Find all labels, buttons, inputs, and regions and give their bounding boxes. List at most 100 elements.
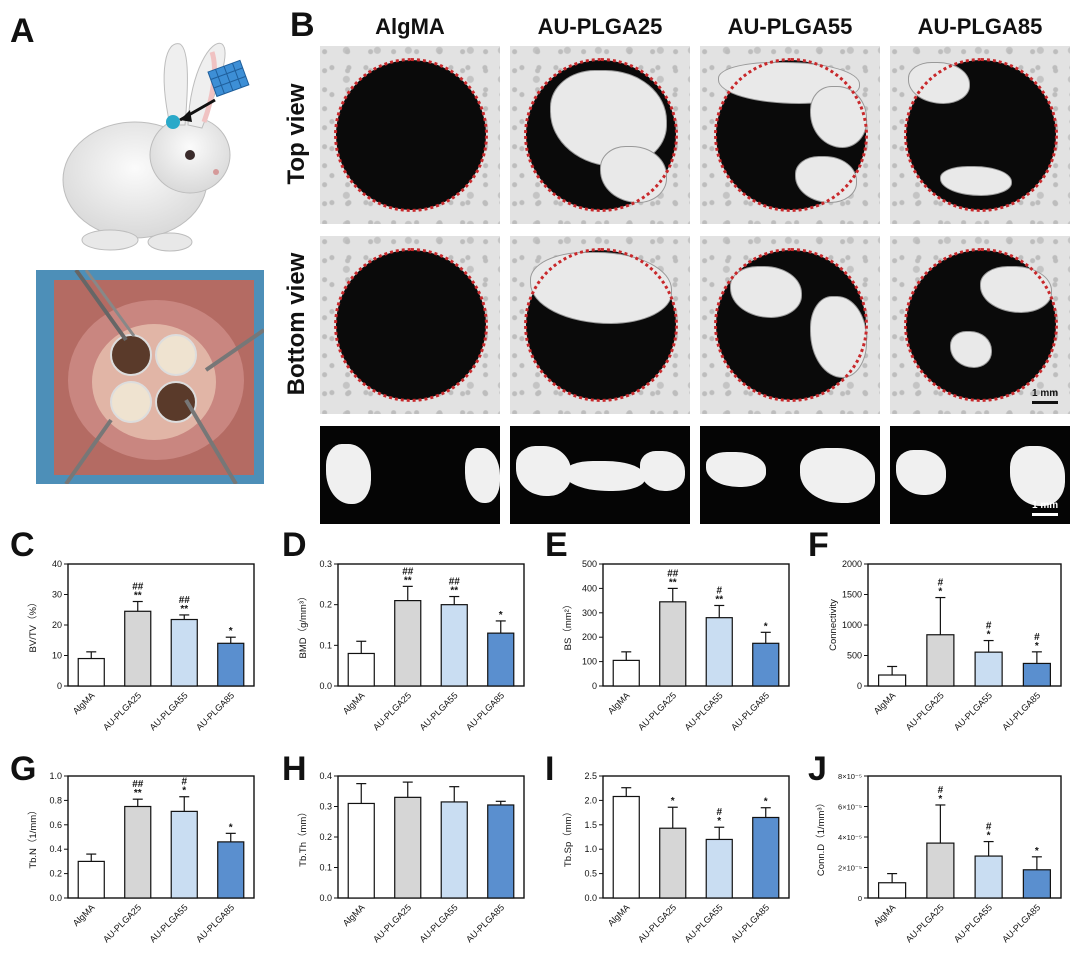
y-tick-label: 0.2 bbox=[319, 600, 332, 610]
x-tick-label: AU-PLGA25 bbox=[636, 690, 678, 732]
bar-group: * AU-PLGA85 bbox=[194, 822, 245, 944]
significance-mark: ## bbox=[449, 577, 461, 588]
scale-bar-label: 1 mm bbox=[1032, 388, 1059, 399]
y-tick-label: 10 bbox=[52, 651, 62, 661]
significance-mark: * bbox=[764, 621, 768, 632]
significance-mark: * bbox=[182, 786, 186, 797]
bar-group: AlgMA bbox=[872, 665, 907, 716]
bar bbox=[705, 617, 733, 687]
bar-group: AU-PLGA55 bbox=[418, 786, 468, 944]
significance-mark: ** bbox=[134, 591, 142, 602]
defect-outline bbox=[524, 58, 678, 212]
bar bbox=[878, 882, 907, 899]
x-tick-label: AU-PLGA55 bbox=[952, 690, 994, 732]
panel-letter-c: C bbox=[10, 526, 35, 564]
rabbit-illustration bbox=[62, 42, 250, 252]
panel-letter-b: B bbox=[290, 6, 315, 44]
defect-outline bbox=[334, 248, 488, 402]
row-header-top-view: Top view bbox=[283, 83, 310, 185]
scale-bar-line bbox=[1032, 513, 1059, 516]
x-tick-label: AlgMA bbox=[872, 902, 898, 928]
significance-mark: # bbox=[1034, 632, 1040, 643]
y-tick-label: 0.6 bbox=[49, 820, 62, 830]
bar bbox=[487, 632, 515, 687]
y-tick-label: 0 bbox=[857, 681, 862, 691]
x-tick-label: AU-PLGA85 bbox=[194, 690, 236, 732]
x-tick-label: AU-PLGA55 bbox=[683, 902, 725, 944]
scale-bar-line bbox=[1032, 401, 1059, 404]
significance-mark: * bbox=[717, 816, 721, 827]
x-tick-label: AU-PLGA85 bbox=[729, 690, 771, 732]
section-au-plga25 bbox=[510, 426, 690, 524]
column-header-algma: AlgMA bbox=[375, 14, 445, 39]
bar bbox=[974, 855, 1003, 899]
scan-top-au-plga25 bbox=[510, 46, 690, 224]
y-tick-label: 2.5 bbox=[584, 771, 597, 781]
significance-mark: # bbox=[986, 621, 992, 632]
section-algma bbox=[320, 426, 500, 524]
axes-h: 0.0 0.1 0.2 0.3 0.4 Tb.Th（mm） bbox=[297, 771, 525, 903]
y-tick-label: 0.3 bbox=[319, 559, 332, 569]
y-tick-label: 300 bbox=[582, 608, 597, 618]
x-tick-label: AU-PLGA55 bbox=[952, 902, 994, 944]
scan-bottom-au-plga85: 1 mm bbox=[890, 236, 1070, 414]
x-tick-label: AlgMA bbox=[71, 902, 97, 928]
y-tick-label: 0.2 bbox=[49, 869, 62, 879]
bone-fragment bbox=[640, 451, 685, 491]
panel-letter-j: J bbox=[808, 750, 827, 788]
bar-group: **## AU-PLGA25 bbox=[636, 568, 687, 732]
axes-c: 0 10 20 30 40 BV/TV（%） bbox=[27, 559, 255, 691]
chart-g: 0.00.20.40.60.81.0Tb.N（1/mm）AlgMA**##AU-… bbox=[27, 771, 255, 944]
column-header-au-plga85: AU-PLGA85 bbox=[917, 14, 1043, 39]
plot-frame bbox=[337, 563, 525, 687]
x-tick-label: AU-PLGA55 bbox=[418, 690, 460, 732]
bar bbox=[1022, 869, 1051, 899]
y-tick-label: 1.0 bbox=[49, 771, 62, 781]
bar bbox=[612, 795, 640, 899]
bar-group: AlgMA bbox=[606, 651, 640, 716]
chart-f: 0500100015002000ConnectivityAlgMA*#AU-PL… bbox=[828, 559, 1062, 732]
y-tick-label: 0.0 bbox=[319, 681, 332, 691]
y-tick-label: 200 bbox=[582, 632, 597, 642]
scan-bottom-au-plga25 bbox=[510, 236, 690, 414]
y-tick-label: 0.4 bbox=[49, 844, 62, 854]
bar-group: *# AU-PLGA55 bbox=[952, 621, 1003, 732]
bar-group: * AU-PLGA25 bbox=[636, 796, 687, 944]
y-tick-label: 1000 bbox=[842, 620, 862, 630]
significance-mark: ** bbox=[134, 788, 142, 799]
x-tick-label: AU-PLGA25 bbox=[101, 902, 143, 944]
y-axis-label: BS（mm²） bbox=[562, 600, 574, 651]
y-tick-label: 0.8 bbox=[49, 795, 62, 805]
panel-letter-a: A bbox=[10, 12, 35, 50]
bar bbox=[1022, 662, 1051, 687]
surgical-photo bbox=[36, 270, 264, 484]
scale-bar-label: 1 mm bbox=[1032, 500, 1059, 511]
chart-d: 0.00.10.20.3BMD（g/mm³）AlgMA**##AU-PLGA25… bbox=[297, 559, 525, 732]
y-tick-label: 0.1 bbox=[319, 863, 332, 873]
x-tick-label: AlgMA bbox=[341, 902, 367, 928]
bar bbox=[440, 604, 468, 687]
bar bbox=[878, 674, 907, 687]
x-tick-label: AU-PLGA25 bbox=[904, 902, 946, 944]
bar bbox=[77, 657, 105, 687]
section-au-plga55 bbox=[700, 426, 880, 524]
panel-letter-f: F bbox=[808, 526, 829, 564]
y-axis-label: BV/TV（%） bbox=[27, 598, 39, 653]
y-tick-label: 500 bbox=[582, 559, 597, 569]
bar-group: * AU-PLGA85 bbox=[1000, 846, 1051, 944]
bar bbox=[124, 805, 152, 899]
x-tick-label: AU-PLGA55 bbox=[683, 690, 725, 732]
bone-fragment bbox=[465, 448, 500, 503]
significance-mark: * bbox=[987, 831, 991, 842]
panel-letter-g: G bbox=[10, 750, 37, 788]
panel-letter-d: D bbox=[282, 526, 307, 564]
bar bbox=[77, 860, 105, 899]
bar bbox=[612, 659, 640, 687]
significance-mark: ## bbox=[132, 779, 144, 790]
bar-group: AU-PLGA85 bbox=[464, 800, 515, 944]
y-tick-label: 0.4 bbox=[319, 771, 332, 781]
y-axis-label: BMD（g/mm³） bbox=[297, 591, 309, 658]
significance-mark: * bbox=[1035, 846, 1039, 857]
bar-group: AlgMA bbox=[341, 640, 375, 716]
y-tick-label: 2.0 bbox=[584, 795, 597, 805]
